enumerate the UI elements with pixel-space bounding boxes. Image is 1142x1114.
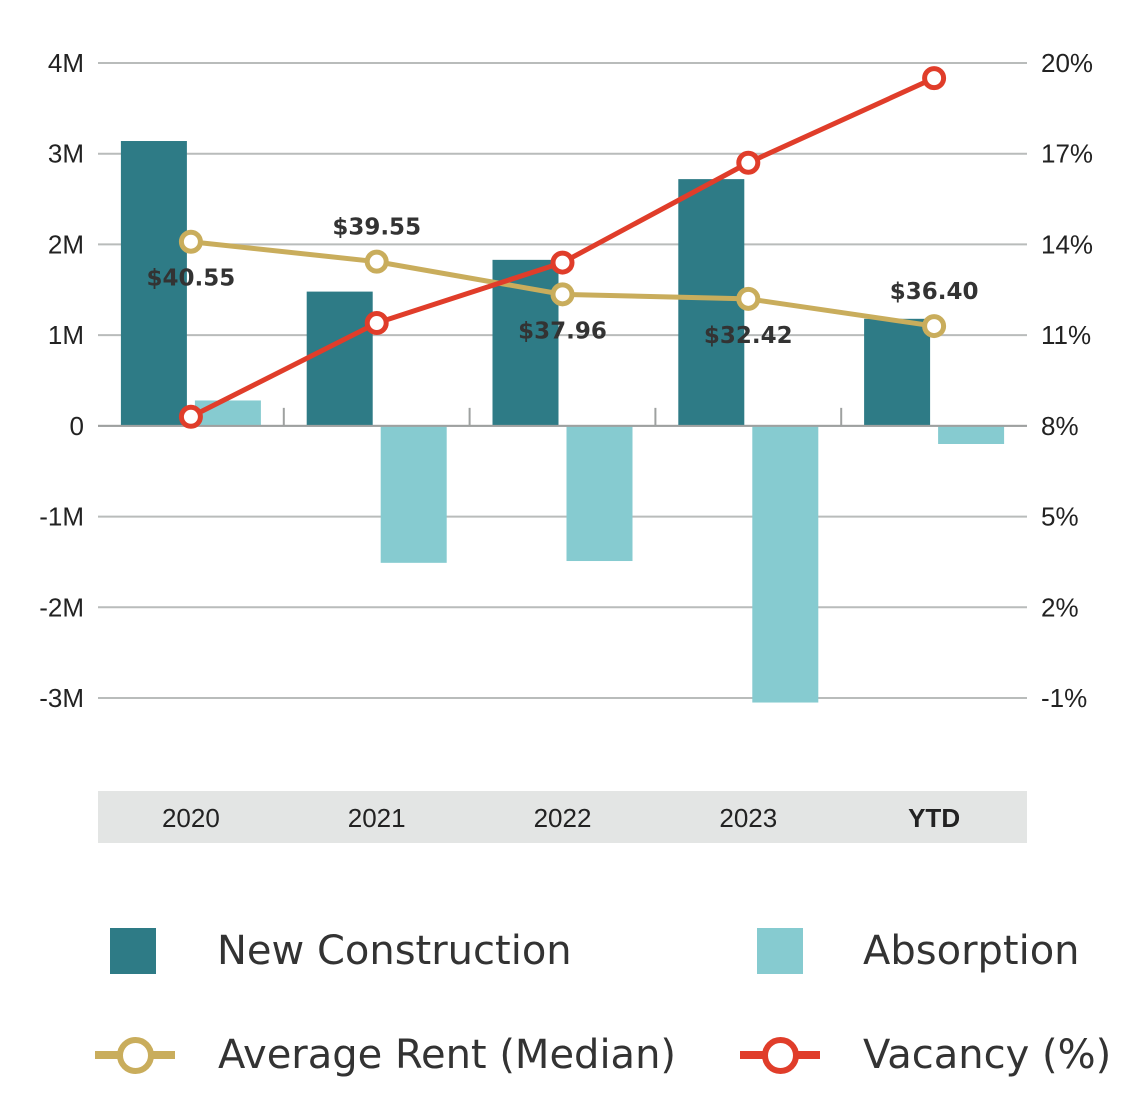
category-label: 2020 (162, 803, 220, 833)
combo-chart: 4M 3M 2M 1M 0 -1M -2M -3M 20% 17% 14% 11% 8% 5% 2% -1%… (39, 48, 1093, 843)
left-tick-label: -1M (39, 502, 84, 532)
left-tick-label: -2M (39, 592, 84, 622)
vacancy-point (922, 66, 947, 91)
absorption-bar (752, 425, 819, 703)
category-label: 2021 (348, 803, 406, 833)
right-tick-label: 8% (1041, 411, 1079, 441)
left-tick-label: 4M (48, 48, 84, 78)
left-tick-label: 0 (70, 411, 84, 441)
right-tick-label: 20% (1041, 48, 1093, 78)
left-tick-label: 1M (48, 320, 84, 350)
legend-average-rent: Average Rent (Median) (95, 1032, 676, 1078)
average-rent-point (736, 286, 761, 311)
left-tick-label: 3M (48, 139, 84, 169)
legend-vacancy: Vacancy (%) (740, 1032, 1111, 1078)
legend-absorption: Absorption (757, 928, 1080, 974)
rent-data-label: $39.55 (332, 215, 421, 241)
right-tick-label: -1% (1041, 683, 1087, 713)
legend-label: Average Rent (Median) (218, 1032, 677, 1078)
rent-labels: $40.55 $39.55 $37.96 $32.42 $36.40 (147, 215, 979, 349)
right-tick-label: 17% (1041, 139, 1093, 169)
right-tick-label: 2% (1041, 592, 1079, 622)
bars (120, 141, 1005, 703)
new-construction-bar (120, 141, 187, 426)
rent-data-label: $32.42 (704, 323, 793, 349)
average-rent-swatch (95, 1032, 175, 1078)
legend: New Construction Absorption Average Rent… (0, 900, 1142, 1100)
vacancy-point (550, 250, 575, 275)
vacancy-point (364, 311, 389, 336)
new-construction-bar (306, 291, 373, 426)
absorption-bar (938, 425, 1005, 444)
absorption-bar (566, 425, 633, 562)
vacancy-swatch (740, 1032, 820, 1078)
zero-axis (98, 407, 1027, 427)
average-rent-point (922, 314, 947, 339)
right-tick-label: 14% (1041, 229, 1093, 259)
absorption-swatch (757, 928, 803, 974)
left-tick-label: -3M (39, 683, 84, 713)
rent-data-label: $37.96 (518, 318, 607, 344)
right-tick-label: 11% (1041, 320, 1091, 350)
absorption-bar (194, 400, 261, 426)
category-label: 2022 (534, 803, 592, 833)
category-axis-band (98, 791, 1027, 843)
category-label: 2023 (719, 803, 777, 833)
average-rent-point (364, 249, 389, 274)
left-axis: 4M 3M 2M 1M 0 -1M -2M -3M (39, 48, 84, 713)
average-rent-point (178, 229, 203, 254)
legend-label: New Construction (217, 928, 572, 974)
absorption-bar (380, 425, 447, 563)
new-construction-swatch (110, 928, 156, 974)
legend-new-construction: New Construction (110, 928, 572, 974)
vacancy-point (736, 150, 761, 175)
legend-label: Vacancy (%) (863, 1032, 1112, 1078)
rent-data-label: $40.55 (147, 266, 236, 292)
legend-label: Absorption (863, 928, 1080, 974)
new-construction-bar (864, 318, 931, 426)
left-tick-label: 2M (48, 229, 84, 259)
average-rent-point (550, 282, 575, 307)
category-label: YTD (908, 803, 960, 833)
right-axis: 20% 17% 14% 11% 8% 5% 2% -1% (1041, 48, 1093, 713)
rent-data-label: $36.40 (890, 279, 979, 305)
vacancy-line (189, 75, 936, 420)
category-axis: 2020 2021 2022 2023 YTD (162, 803, 960, 833)
vacancy-point (178, 404, 203, 429)
series-lines (178, 66, 947, 429)
new-construction-bar (678, 179, 745, 426)
right-tick-label: 5% (1041, 502, 1079, 532)
